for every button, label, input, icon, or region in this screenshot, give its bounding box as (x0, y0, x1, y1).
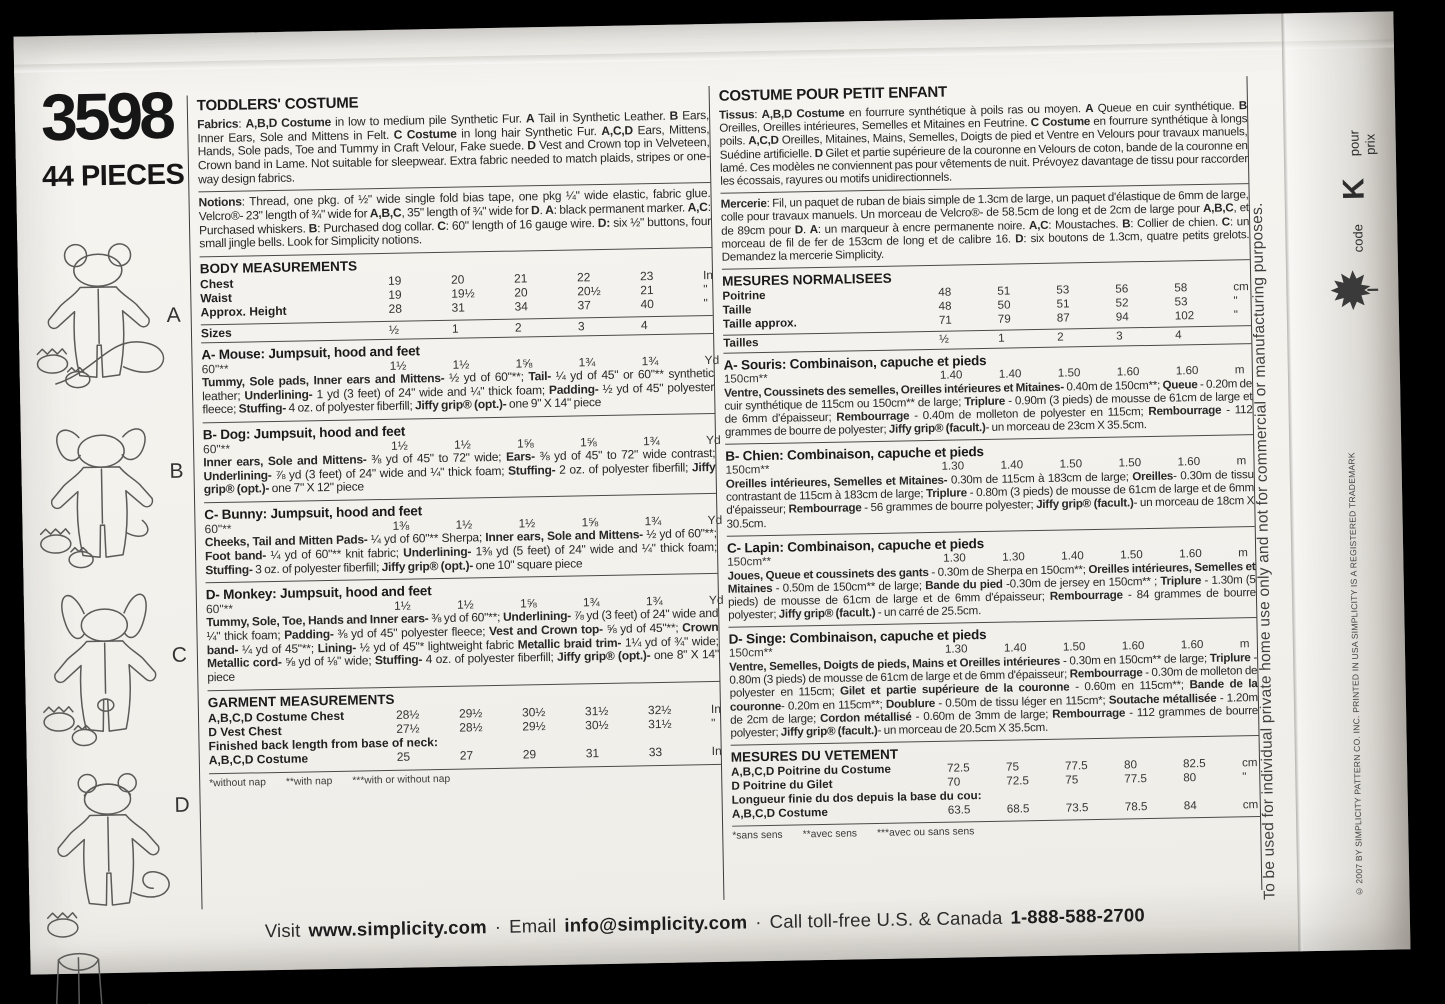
mesures-vetement-table: MESURES DU VETEMENT A,B,C,D Poitrine du … (731, 740, 1260, 821)
french-column: COSTUME POUR PETIT ENFANT Tissus: A,B,D … (708, 76, 1263, 900)
body-measurements-table: BODY MEASUREMENTS Chest 19 20 21 22 23 In Wa… (200, 252, 713, 344)
pattern-envelope-back: 3598 44 PIECES A (13, 11, 1411, 1004)
section-paragraph: Tummy, Sole pads, Inner ears and Mittens… (201, 365, 715, 417)
copyright-notice: © 2007 BY SIMPLICITY PATTERN CO. INC. PR… (1346, 452, 1365, 897)
flap-strip: pour prix K code © 2007 BY SIMPLICITY PA… (1308, 11, 1409, 950)
section-paragraph: Ventre, Semelles, Doigts de pieds, Mains… (729, 651, 1259, 740)
section-b-dog: B- Dog: Jumpsuit, hood and feet 60"** 1½… (203, 418, 721, 498)
visit-label: Visit (264, 919, 301, 942)
separator-dot: · (494, 915, 502, 938)
view-b-dog-sketch: B (33, 420, 188, 593)
garment-measurements-table: GARMENT MEASUREMENTS A,B,C,D Costume Che… (208, 686, 722, 768)
paper-crease (14, 39, 1394, 73)
section-d-singe: D- Singe: Combinaison, capuche et pieds … (729, 622, 1259, 740)
view-c-bunny-sketch: C (36, 592, 191, 765)
section-a-mouse: A- Mouse: Jumpsuit, hood and feet 60"** … (201, 338, 719, 418)
canada-maple-leaf-icon (1330, 270, 1379, 311)
section-paragraph: Cheeks, Tail and Mitten Pads- ¼ yd of 60… (204, 526, 718, 577)
section-c-lapin: C- Lapin: Combinaison, capuche et pieds … (727, 531, 1256, 622)
email-address: info@simplicity.com (564, 911, 748, 936)
section-c-bunny: C- Bunny: Jumpsuit, hood and feet 60"** … (204, 498, 722, 578)
dog-costume-sketch (39, 428, 154, 569)
section-b-chien: B- Chien: Combinaison, capuche et pieds … (725, 439, 1254, 530)
section-d-monkey: D- Monkey: Jumpsuit, hood and feet 60"**… (206, 578, 724, 685)
english-column: TODDLERS' COSTUME Fabrics: A,B,D Costume… (186, 85, 724, 910)
view-letter-d: D (174, 793, 190, 817)
price-code-pour-label: pour (1346, 130, 1362, 157)
section-paragraph: Tummy, Sole, Toe, Hands and Inner ears- … (206, 606, 720, 685)
view-letter-b: B (169, 459, 184, 483)
separator-dot: · (755, 911, 762, 933)
price-code-letter: K (1337, 177, 1371, 201)
price-code-prix-label: prix (1362, 133, 1378, 155)
fabrics-paragraph: Fabrics: A,B,D Costume in low to medium … (197, 107, 710, 187)
view-a-mouse-sketch: A (29, 236, 184, 417)
monkey-costume-sketch (46, 773, 170, 938)
section-paragraph: Oreilles intérieures, Semelles et Mitain… (725, 468, 1255, 531)
mesures-normalisees-table: MESURES NORMALISEES Poitrine 48 51 53 56 58 … (722, 264, 1252, 354)
section-paragraph: Inner ears, Sole and Mittens- ⅜ yd of 45… (203, 445, 716, 497)
mouse-costume-sketch (36, 243, 165, 389)
website-url: www.simplicity.com (308, 916, 487, 941)
view-letter-c: C (171, 643, 188, 667)
vest-sketch (54, 952, 155, 1004)
call-label: Call toll-free U.S. & Canada (769, 906, 1003, 933)
vest-sketch-block (42, 946, 196, 1004)
mercerie-paragraph: Mercerie: Fil, un paquet de ruban de bia… (720, 188, 1250, 264)
section-paragraph: Ventre, Coussinets des semelles, Oreille… (724, 376, 1253, 439)
email-label: Email (508, 914, 557, 937)
costume-illustrations: A B (29, 230, 194, 1004)
tissus-paragraph: Tissus: A,B,D Costume en fourrure synthé… (718, 99, 1249, 188)
view-letter-a: A (166, 303, 181, 327)
section-paragraph: Joues, Queue et coussinets des gants - 0… (727, 559, 1257, 622)
phone-number: 1-888-588-2700 (1010, 904, 1146, 928)
price-code-code-label: code (1350, 223, 1366, 253)
bunny-costume-sketch (43, 593, 157, 747)
notions-paragraph: Notions: Thread, one pkg. of ½" wide sin… (198, 186, 712, 251)
section-a-souris: A- Souris: Combinaison, capuche et pieds… (724, 348, 1253, 439)
view-d-monkey-sketch: D (39, 766, 194, 949)
